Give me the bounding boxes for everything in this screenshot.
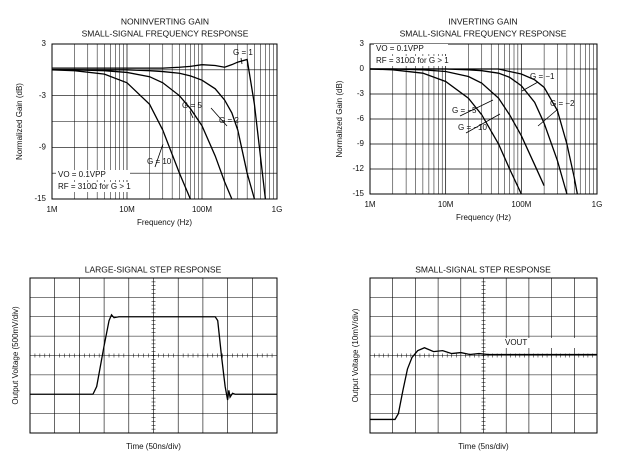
series-line <box>51 69 191 200</box>
y-axis-label: Output Voltage (10mV/div) <box>351 308 360 402</box>
annotation: VO = 0.1VPP <box>376 44 424 53</box>
x-tick-label: 1M <box>46 205 57 214</box>
chart-title: LARGE-SIGNAL STEP RESPONSE <box>85 264 222 274</box>
y-tick-label: -3 <box>357 89 365 98</box>
y-tick-label: 0 <box>360 64 365 73</box>
x-tick-label: 10M <box>119 205 135 214</box>
x-axis-label: Time (5ns/div) <box>458 442 509 451</box>
annotation-bg <box>374 44 448 54</box>
series-label: G = −2 <box>550 99 575 108</box>
series-line <box>370 68 545 186</box>
series-label: G = 5 <box>182 101 202 110</box>
chart-title: SMALL-SIGNAL STEP RESPONSE <box>415 264 551 274</box>
series-label: G = −5 <box>452 106 477 115</box>
annotation: VO = 0.1VPP <box>58 170 106 179</box>
annotation: RF = 310Ω for G > 1 <box>376 56 449 65</box>
y-tick-label: -15 <box>34 194 46 203</box>
series-line <box>370 347 597 421</box>
label-arrow <box>154 143 164 168</box>
x-axis-label: Frequency (Hz) <box>137 218 192 227</box>
annotation-bg <box>374 56 448 66</box>
label-arrow <box>537 108 559 127</box>
label-arrow <box>465 113 501 134</box>
label-arrow <box>240 57 243 65</box>
series-label: G = 1 <box>233 48 253 57</box>
label-arrow <box>189 110 194 119</box>
x-tick-label: 1G <box>592 200 603 209</box>
series-line <box>52 58 267 200</box>
label-arrow <box>210 107 228 127</box>
annotation-bg <box>503 338 577 348</box>
y-axis-label: Output Voltage (500mV/div) <box>11 306 20 405</box>
series-label: G = −1 <box>530 72 555 81</box>
series-label: G = −10 <box>458 123 487 132</box>
annotation-bg <box>56 182 130 192</box>
y-tick-label: -6 <box>357 114 365 123</box>
annotation-bg <box>56 170 130 180</box>
y-tick-label: -3 <box>39 91 47 100</box>
chart-title: NONINVERTING GAIN <box>121 16 209 26</box>
series-line <box>369 68 522 195</box>
y-tick-label: -12 <box>352 164 364 173</box>
x-axis-label: Time (50ns/div) <box>126 442 181 451</box>
series-line <box>30 313 277 401</box>
series-line <box>52 69 233 200</box>
y-tick-label: 3 <box>42 39 47 48</box>
annotation: VOUT <box>505 338 527 347</box>
chart-title: SMALL-SIGNAL FREQUENCY RESPONSE <box>82 28 249 38</box>
series-line <box>52 69 256 200</box>
annotation: RF = 310Ω for G > 1 <box>58 182 131 191</box>
chart-title: SMALL-SIGNAL FREQUENCY RESPONSE <box>400 28 567 38</box>
y-tick-label: 3 <box>360 39 365 48</box>
y-axis-label: Normalized Gain (dB) <box>335 80 344 157</box>
x-tick-label: 100M <box>192 205 212 214</box>
x-tick-label: 100M <box>511 200 531 209</box>
x-tick-label: 1M <box>364 200 375 209</box>
x-tick-label: 10M <box>438 200 454 209</box>
series-label: G = 2 <box>219 116 239 125</box>
x-tick-label: 1G <box>272 205 283 214</box>
y-tick-label: -9 <box>357 139 365 148</box>
y-tick-label: -15 <box>352 189 364 198</box>
series-line <box>370 68 568 195</box>
series-label: G = 10 <box>147 157 172 166</box>
x-axis-label: Frequency (Hz) <box>456 213 511 222</box>
y-axis-label: Normalized Gain (dB) <box>15 83 24 160</box>
y-tick-label: -9 <box>39 142 47 151</box>
chart-title: INVERTING GAIN <box>448 16 517 26</box>
